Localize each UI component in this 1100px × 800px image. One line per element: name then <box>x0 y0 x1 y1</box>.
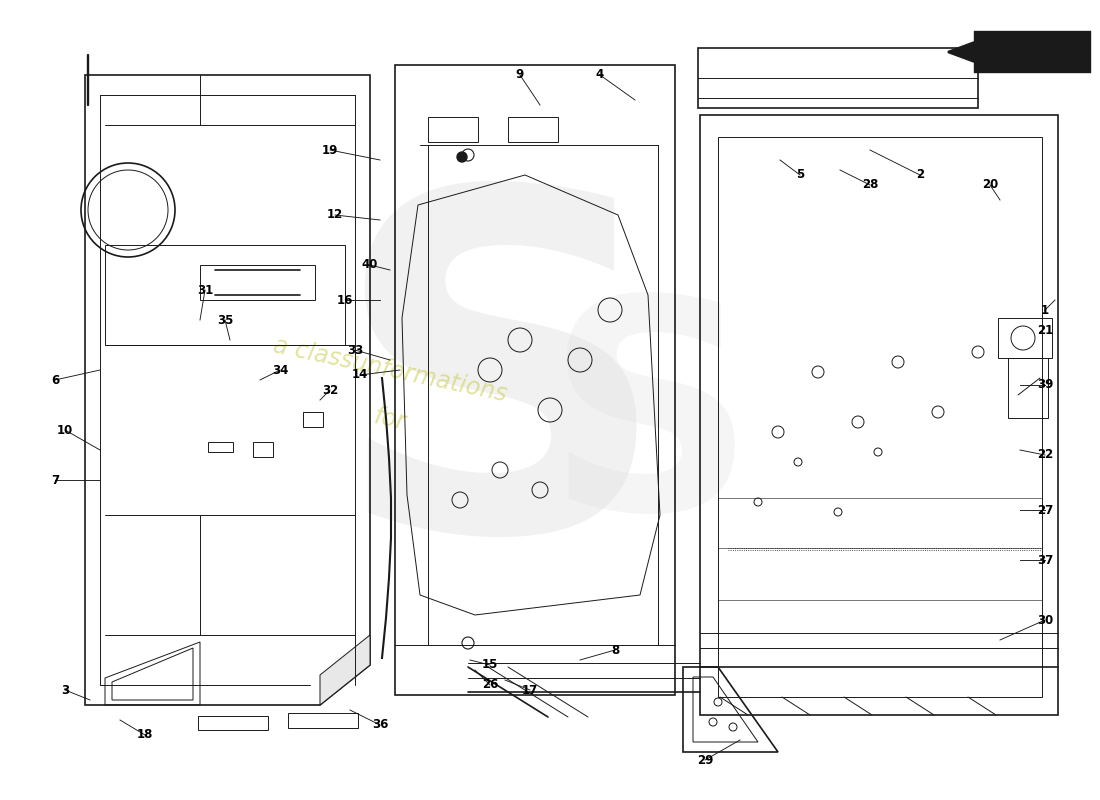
Text: 34: 34 <box>272 363 288 377</box>
Text: S: S <box>330 172 670 628</box>
Polygon shape <box>948 32 1090 72</box>
Text: 28: 28 <box>861 178 878 191</box>
Text: 4: 4 <box>596 69 604 82</box>
Text: 35: 35 <box>217 314 233 326</box>
Text: 15: 15 <box>482 658 498 671</box>
Text: 39: 39 <box>1037 378 1053 391</box>
Text: 29: 29 <box>696 754 713 766</box>
Text: 7: 7 <box>51 474 59 486</box>
Text: 18: 18 <box>136 729 153 742</box>
Text: 17: 17 <box>521 683 538 697</box>
Text: 31: 31 <box>197 283 213 297</box>
Text: 21: 21 <box>1037 323 1053 337</box>
Text: 1: 1 <box>1041 303 1049 317</box>
Text: 6: 6 <box>51 374 59 386</box>
Text: 9: 9 <box>516 69 524 82</box>
Text: 22: 22 <box>1037 449 1053 462</box>
Text: a classunformations: a classunformations <box>271 334 509 406</box>
Text: 5: 5 <box>796 169 804 182</box>
Text: 27: 27 <box>1037 503 1053 517</box>
Text: 26: 26 <box>482 678 498 691</box>
Text: 36: 36 <box>372 718 388 731</box>
Text: 14: 14 <box>352 369 368 382</box>
Text: S: S <box>544 289 755 571</box>
Polygon shape <box>320 635 370 705</box>
Text: 12: 12 <box>327 209 343 222</box>
Text: 10: 10 <box>57 423 73 437</box>
Text: 20: 20 <box>982 178 998 191</box>
Text: 37: 37 <box>1037 554 1053 566</box>
Text: 3: 3 <box>60 683 69 697</box>
Text: 40: 40 <box>362 258 378 271</box>
Text: 8: 8 <box>610 643 619 657</box>
Text: 2: 2 <box>916 169 924 182</box>
Text: 33: 33 <box>346 343 363 357</box>
Text: 16: 16 <box>337 294 353 306</box>
Circle shape <box>456 152 468 162</box>
Text: 30: 30 <box>1037 614 1053 626</box>
Text: 19: 19 <box>322 143 338 157</box>
Text: for: for <box>372 405 408 435</box>
Text: 32: 32 <box>322 383 338 397</box>
